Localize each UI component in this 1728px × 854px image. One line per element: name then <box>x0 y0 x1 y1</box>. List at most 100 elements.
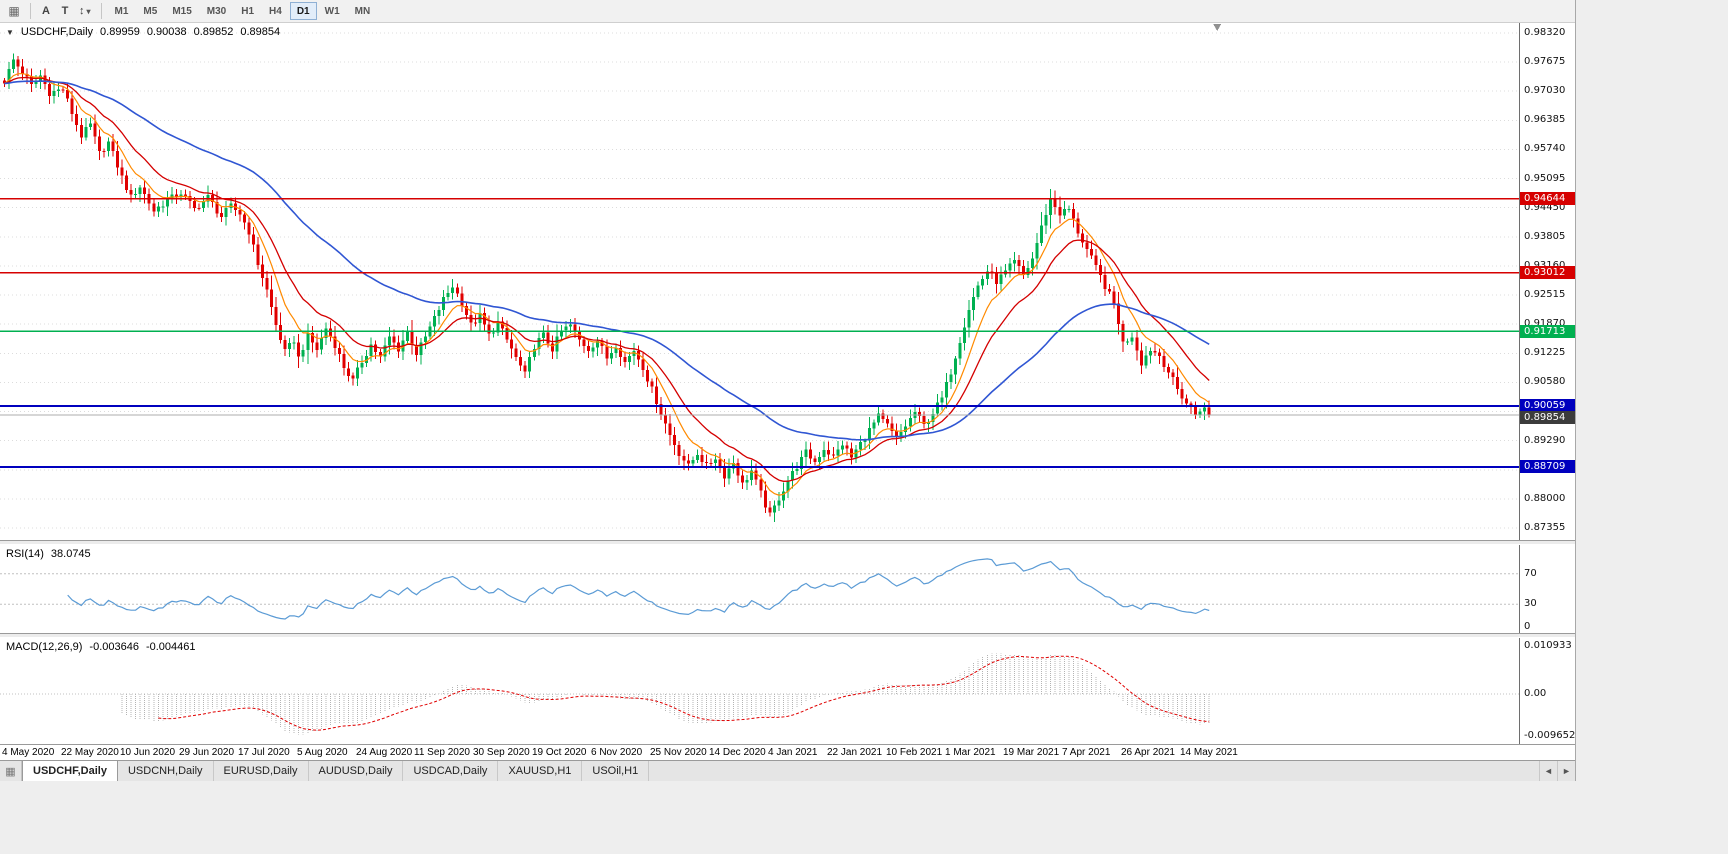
price-tick-label: 0.95095 <box>1524 173 1566 184</box>
ma-fast-line <box>3 73 1210 496</box>
timeframe-m15[interactable]: M15 <box>165 2 198 20</box>
symbol-tab-usoil[interactable]: USOil,H1 <box>582 761 650 781</box>
pane-divider[interactable] <box>0 540 1575 545</box>
candles <box>2 53 1211 522</box>
price-tick-label: 0.96385 <box>1524 114 1566 125</box>
date-tick-label: 29 Jun 2020 <box>179 747 235 758</box>
symbol-tab-eurusd[interactable]: EURUSD,Daily <box>214 761 309 781</box>
price-line-badge: 0.93012 <box>1520 266 1575 279</box>
date-tick-label: 4 Jan 2021 <box>768 747 818 758</box>
macd-plot[interactable] <box>0 638 1520 744</box>
symbol-tab-usdchf[interactable]: USDCHF,Daily <box>22 761 118 781</box>
main-chart-pane: 0.98320 0.97675 0.97030 0.96385 0.95740 0.950… <box>0 23 1575 540</box>
date-tick-label: 26 Apr 2021 <box>1121 747 1175 758</box>
price-tick-label: 0.93160 <box>1524 261 1565 271</box>
price-tick-label: 0.87355 <box>1524 522 1566 533</box>
price-tick-label: 0.98320 <box>1524 27 1566 38</box>
tabbar-spacer <box>649 761 1539 781</box>
window-list-icon[interactable]: ▦ <box>0 761 22 781</box>
rsi-tick-label: 30 <box>1524 598 1537 609</box>
date-tick-label: 19 Mar 2021 <box>1003 747 1060 758</box>
date-tick-label: 19 Oct 2020 <box>532 747 587 758</box>
timeframe-m1[interactable]: M1 <box>108 2 136 20</box>
timeframe-w1[interactable]: W1 <box>318 2 347 20</box>
timeframe-h4[interactable]: H4 <box>262 2 289 20</box>
price-tick-label: 0.91870 <box>1524 318 1566 329</box>
symbol-tab-xauusd[interactable]: XAUUSD,H1 <box>498 761 583 781</box>
price-line-badge: 0.94644 <box>1520 192 1575 205</box>
price-tick-label: 0.97030 <box>1524 85 1566 96</box>
chart-dropdown-icon[interactable]: ▼ <box>6 27 14 37</box>
date-tick-label: 22 Jan 2021 <box>827 747 883 758</box>
main-chart-plot[interactable] <box>0 23 1520 540</box>
toolbar-separator <box>100 3 102 19</box>
macd-histogram <box>121 653 1210 735</box>
trading-terminal-window: ▦ A T ↕ ▾ M1 M5 M15 M30 H1 H4 D1 W1 MN 0… <box>0 0 1576 781</box>
timeframe-h1[interactable]: H1 <box>234 2 261 20</box>
tabs-scroll-left[interactable]: ◄ <box>1539 761 1557 781</box>
chart-grid-icon[interactable]: ▦ <box>8 4 20 18</box>
timeframe-m5[interactable]: M5 <box>136 2 164 20</box>
price-tick-label: 0.89290 <box>1524 435 1566 446</box>
macd-tick-label: 0.00 <box>1524 688 1547 699</box>
date-tick-label: 14 Dec 2020 <box>709 747 766 758</box>
symbol-tab-audusd[interactable]: AUDUSD,Daily <box>309 761 404 781</box>
rsi-scale[interactable]: 70 30 0 <box>1519 545 1575 633</box>
macd-pane: 0.010933 0.00 -0.009652 MACD(12,26,9) -0.0… <box>0 638 1575 744</box>
arrows-icon: ↕ <box>79 5 85 17</box>
date-tick-label: 25 Nov 2020 <box>650 747 707 758</box>
price-line-badge: 0.91713 <box>1520 325 1575 338</box>
ma-slow-line <box>4 80 1210 441</box>
price-scale[interactable]: 0.98320 0.97675 0.97030 0.96385 0.95740 0.950… <box>1519 23 1575 540</box>
time-scale[interactable]: 4 May 2020 22 May 2020 10 Jun 2020 29 Jun 2… <box>0 744 1575 760</box>
rsi-tick-label: 0 <box>1524 621 1531 632</box>
toolbar-separator <box>30 3 31 19</box>
chart-tab-bar: ▦ USDCHF,Daily USDCNH,Daily EURUSD,Daily… <box>0 760 1575 781</box>
price-line-badge: 0.90059 <box>1520 399 1575 412</box>
symbol-tab-usdcad[interactable]: USDCAD,Daily <box>403 761 499 781</box>
date-tick-label: 5 Aug 2020 <box>297 747 348 758</box>
macd-scale[interactable]: 0.010933 0.00 -0.009652 <box>1519 638 1575 744</box>
price-tick-label: 0.94450 <box>1524 202 1566 213</box>
date-tick-label: 6 Nov 2020 <box>591 747 643 758</box>
pane-divider[interactable] <box>0 633 1575 638</box>
price-tick-label: 0.97675 <box>1524 56 1566 67</box>
rsi-plot[interactable] <box>0 545 1520 633</box>
dropdown-caret-icon: ▾ <box>86 6 91 16</box>
ma-mid-line <box>4 76 1210 482</box>
date-tick-label: 1 Mar 2021 <box>945 747 996 758</box>
symbol-tab-usdcnh[interactable]: USDCNH,Daily <box>118 761 214 781</box>
arrows-tool-button[interactable]: ↕ ▾ <box>75 2 95 20</box>
date-tick-label: 17 Jul 2020 <box>238 747 290 758</box>
timeframe-m30[interactable]: M30 <box>200 2 233 20</box>
rsi-line <box>67 558 1210 620</box>
date-tick-label: 30 Sep 2020 <box>473 747 530 758</box>
price-tick-label: 0.95740 <box>1524 143 1566 154</box>
text-tool-button[interactable]: A <box>37 2 55 20</box>
price-tick-label: 0.93805 <box>1524 231 1566 242</box>
rsi-pane: 70 30 0 RSI(14) 38.0745 <box>0 545 1575 633</box>
date-tick-label: 24 Aug 2020 <box>356 747 413 758</box>
toolbar: ▦ A T ↕ ▾ M1 M5 M15 M30 H1 H4 D1 W1 MN <box>0 0 1575 23</box>
price-line-badge: 0.88709 <box>1520 460 1575 473</box>
price-tick-label: 0.88000 <box>1524 493 1566 504</box>
date-tick-label: 7 Apr 2021 <box>1062 747 1111 758</box>
macd-signal-line <box>158 655 1210 731</box>
textbox-tool-button[interactable]: T <box>56 2 74 20</box>
date-tick-label: 10 Feb 2021 <box>886 747 943 758</box>
date-tick-label: 22 May 2020 <box>61 747 119 758</box>
price-tick-label: 0.90580 <box>1524 376 1566 387</box>
timeframe-d1[interactable]: D1 <box>289 2 317 20</box>
timeframe-mn[interactable]: MN <box>348 2 378 20</box>
tabs-scroll-right[interactable]: ► <box>1557 761 1575 781</box>
chart-shift-marker <box>1213 24 1222 31</box>
date-tick-label: 14 May 2021 <box>1180 747 1238 758</box>
price-tick-label: 0.92515 <box>1524 289 1566 300</box>
date-tick-label: 10 Jun 2020 <box>120 747 176 758</box>
date-tick-label: 4 May 2020 <box>2 747 55 758</box>
rsi-tick-label: 70 <box>1524 568 1537 579</box>
date-tick-label: 11 Sep 2020 <box>414 747 470 758</box>
macd-tick-label: -0.009652 <box>1524 730 1575 741</box>
price-line-badge: 0.89854 <box>1520 411 1575 424</box>
price-tick-label: 0.91225 <box>1524 347 1566 358</box>
